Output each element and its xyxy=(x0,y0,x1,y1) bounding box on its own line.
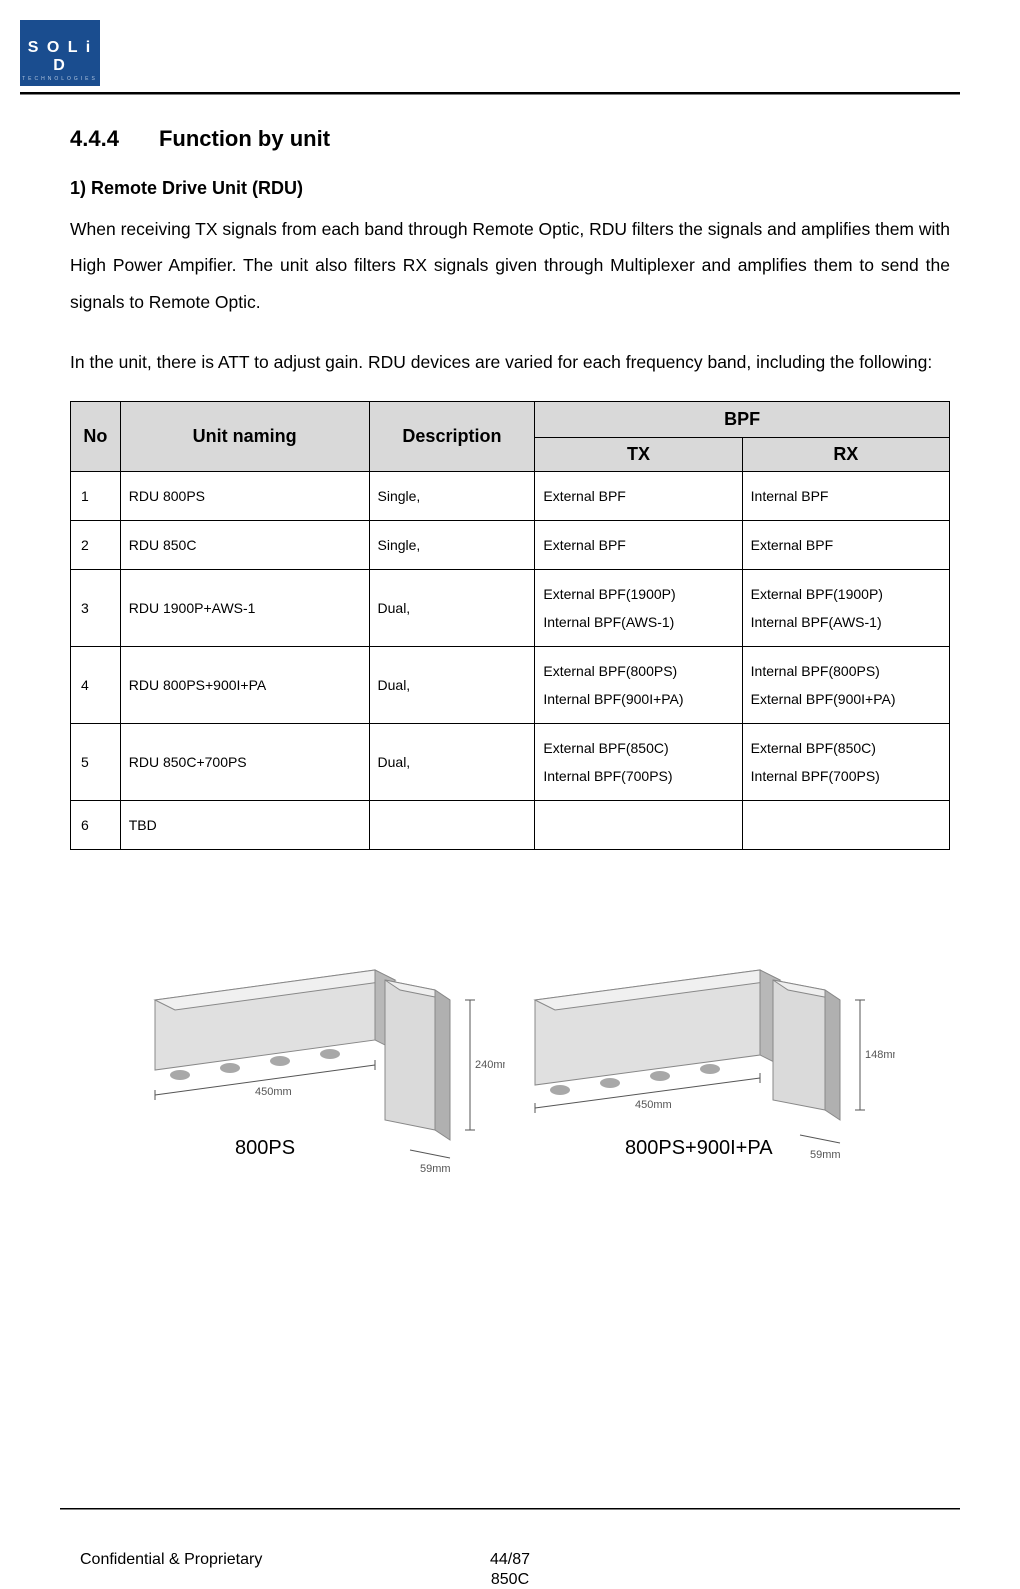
cell-no: 4 xyxy=(71,646,121,723)
dim-h: 148mm xyxy=(865,1049,895,1061)
cell-no: 5 xyxy=(71,723,121,800)
dim-d: 59mm xyxy=(810,1149,841,1161)
cell-desc: Single, xyxy=(369,520,535,569)
device-800ps-900i-pa: 450mm 148mm 59mm 800PS+900I+PA xyxy=(515,940,895,1190)
th-desc: Description xyxy=(369,401,535,471)
table-row: 3 RDU 1900P+AWS-1 Dual, External BPF(190… xyxy=(71,569,950,646)
th-no: No xyxy=(71,401,121,471)
logo-text: S O L i D xyxy=(20,39,100,75)
device-caption: 800PS xyxy=(235,1137,295,1160)
cell-tx: External BPF(1900P) Internal BPF(AWS-1) xyxy=(535,569,742,646)
table-row: 6 TBD xyxy=(71,800,950,849)
section-title: Function by unit xyxy=(159,126,330,151)
cell-tx: External BPF xyxy=(535,471,742,520)
cell-unit: TBD xyxy=(120,800,369,849)
cell-rx: External BPF(1900P) Internal BPF(AWS-1) xyxy=(742,569,949,646)
cell-unit: RDU 850C xyxy=(120,520,369,569)
dim-h: 240mm xyxy=(475,1059,505,1071)
cell-tx: External BPF(850C) Internal BPF(700PS) xyxy=(535,723,742,800)
cell-tx: External BPF(800PS) Internal BPF(900I+PA… xyxy=(535,646,742,723)
section-number: 4.4.4 xyxy=(70,126,119,151)
paragraph-2: In the unit, there is ATT to adjust gain… xyxy=(70,344,950,380)
cell-tx: External BPF xyxy=(535,520,742,569)
th-unit: Unit naming xyxy=(120,401,369,471)
table-row: 5 RDU 850C+700PS Dual, External BPF(850C… xyxy=(71,723,950,800)
th-tx: TX xyxy=(535,437,742,471)
table-row: 2 RDU 850C Single, External BPF External… xyxy=(71,520,950,569)
device-800ps-svg: 450mm 240mm 59mm xyxy=(125,940,505,1190)
device-figures: 450mm 240mm 59mm 800PS xyxy=(70,940,950,1190)
cell-unit: RDU 1900P+AWS-1 xyxy=(120,569,369,646)
footer-model: 850C xyxy=(0,1571,1020,1589)
table-row: 4 RDU 800PS+900I+PA Dual, External BPF(8… xyxy=(71,646,950,723)
cell-unit: RDU 800PS xyxy=(120,471,369,520)
th-rx: RX xyxy=(742,437,949,471)
table-body: 1 RDU 800PS Single, External BPF Interna… xyxy=(71,471,950,849)
footer-rule xyxy=(60,1508,960,1511)
rdu-table: No Unit naming Description BPF TX RX 1 R… xyxy=(70,401,950,850)
cell-tx xyxy=(535,800,742,849)
cell-rx xyxy=(742,800,949,849)
cell-desc: Dual, xyxy=(369,723,535,800)
device-800ps: 450mm 240mm 59mm 800PS xyxy=(125,940,505,1190)
dim-w: 450mm xyxy=(255,1086,292,1098)
content: 4.4.4 Function by unit 1) Remote Drive Un… xyxy=(0,96,1020,1190)
cell-unit: RDU 800PS+900I+PA xyxy=(120,646,369,723)
cell-no: 2 xyxy=(71,520,121,569)
dim-d: 59mm xyxy=(420,1163,451,1175)
paragraph-1: When receiving TX signals from each band… xyxy=(70,211,950,320)
th-bpf: BPF xyxy=(535,401,950,437)
logo-subtext: TECHNOLOGIES xyxy=(20,76,100,82)
cell-desc: Single, xyxy=(369,471,535,520)
cell-rx: External BPF(850C) Internal BPF(700PS) xyxy=(742,723,949,800)
cell-rx: Internal BPF xyxy=(742,471,949,520)
device-caption: 800PS+900I+PA xyxy=(625,1137,773,1160)
cell-desc xyxy=(369,800,535,849)
table-row: 1 RDU 800PS Single, External BPF Interna… xyxy=(71,471,950,520)
cell-rx: External BPF xyxy=(742,520,949,569)
cell-desc: Dual, xyxy=(369,646,535,723)
cell-unit: RDU 850C+700PS xyxy=(120,723,369,800)
cell-no: 1 xyxy=(71,471,121,520)
logo: S O L i D TECHNOLOGIES xyxy=(20,20,100,86)
cell-rx: Internal BPF(800PS) External BPF(900I+PA… xyxy=(742,646,949,723)
subsection-heading: 1) Remote Drive Unit (RDU) xyxy=(70,178,950,199)
footer-page: 44/87 xyxy=(490,1551,530,1568)
section-heading: 4.4.4 Function by unit xyxy=(70,126,950,152)
header: S O L i D TECHNOLOGIES xyxy=(0,0,1020,86)
cell-no: 3 xyxy=(71,569,121,646)
dim-w: 450mm xyxy=(635,1099,672,1111)
cell-no: 6 xyxy=(71,800,121,849)
cell-desc: Dual, xyxy=(369,569,535,646)
